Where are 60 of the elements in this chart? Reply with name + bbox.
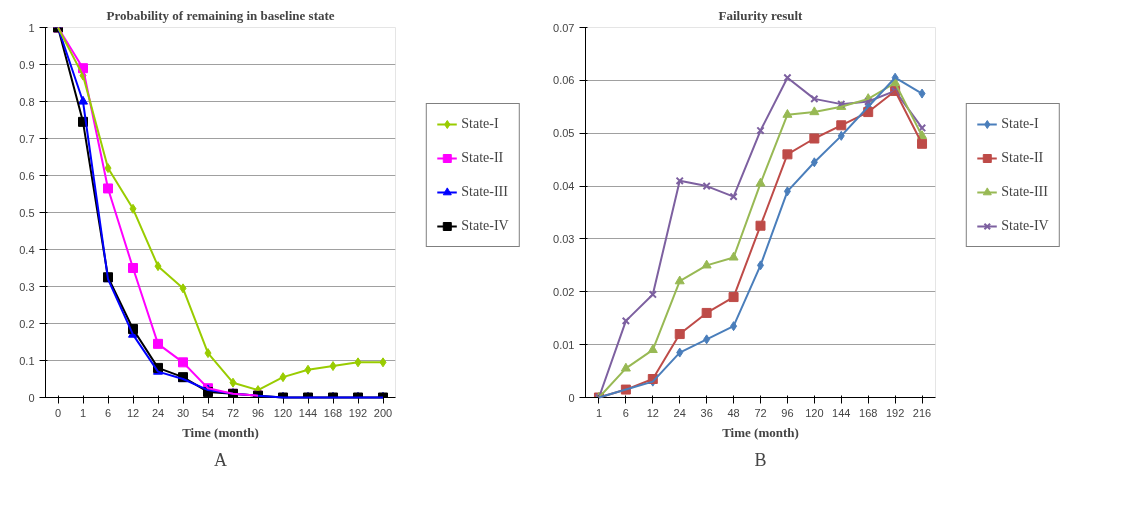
y-tick-label: 0.07 bbox=[553, 21, 575, 34]
x-tick-label: 30 bbox=[176, 406, 190, 419]
y-tick-label: 0.6 bbox=[19, 169, 35, 182]
legend-label: State-III bbox=[461, 184, 508, 200]
x-tick-label: 216 bbox=[912, 406, 932, 419]
y-tick-label: 0.01 bbox=[553, 338, 575, 351]
x-tick-label: 72 bbox=[754, 406, 767, 419]
x-tick-label: 144 bbox=[298, 406, 318, 419]
y-tick-label: 0.2 bbox=[19, 317, 35, 330]
x-tick-label: 200 bbox=[373, 406, 393, 419]
x-tick-label: 6 bbox=[104, 406, 112, 419]
y-tick-label: 0.06 bbox=[553, 74, 575, 87]
text: A bbox=[214, 449, 227, 470]
x-tick-label: 96 bbox=[251, 406, 265, 419]
legend-label: State-II bbox=[461, 150, 504, 166]
legend-label: State-II bbox=[1001, 150, 1044, 166]
x-tick-label: 144 bbox=[832, 406, 851, 419]
y-tick-label: 0.5 bbox=[19, 206, 35, 219]
x-tick-label: 48 bbox=[727, 406, 740, 419]
y-tick-label: 0 bbox=[568, 391, 575, 404]
legend-label: State-III bbox=[1001, 184, 1048, 200]
x-tick-label: 12 bbox=[646, 406, 659, 419]
x-axis-title: Time (month) bbox=[722, 424, 799, 440]
y-tick-label: 0.4 bbox=[19, 243, 35, 256]
chart-title: Failurity result bbox=[718, 7, 804, 23]
x-tick-label: 24 bbox=[673, 406, 686, 419]
legend-label: State-I bbox=[1001, 116, 1039, 132]
legend-label: State-I bbox=[461, 116, 499, 132]
y-tick-label: 1 bbox=[28, 21, 35, 34]
x-tick-label: 1 bbox=[595, 406, 603, 419]
y-tick-label: 0 bbox=[28, 391, 35, 404]
y-tick-label: 0.04 bbox=[553, 180, 575, 193]
x-tick-label: 24 bbox=[151, 406, 165, 419]
y-tick-label: 0.9 bbox=[19, 58, 35, 71]
x-tick-label: 192 bbox=[348, 406, 368, 419]
y-tick-label: 0.05 bbox=[553, 127, 575, 140]
x-tick-label: 96 bbox=[781, 406, 794, 419]
x-tick-label: 12 bbox=[126, 406, 140, 419]
text: B bbox=[754, 449, 767, 470]
y-tick-label: 0.8 bbox=[19, 95, 35, 108]
chart-title: Probability of remaining in baseline state bbox=[106, 7, 335, 23]
x-tick-label: 1 bbox=[79, 406, 87, 419]
legend-label: State-IV bbox=[461, 218, 509, 234]
y-tick-label: 0.3 bbox=[19, 280, 35, 293]
x-tick-label: 0 bbox=[54, 406, 62, 419]
x-tick-label: 6 bbox=[622, 406, 629, 419]
x-tick-label: 120 bbox=[805, 406, 824, 419]
y-tick-label: 0.7 bbox=[19, 132, 35, 145]
y-tick-label: 0.1 bbox=[19, 354, 35, 367]
x-tick-label: 72 bbox=[226, 406, 240, 419]
x-tick-label: 54 bbox=[201, 406, 215, 419]
legend-label: State-IV bbox=[1001, 218, 1049, 234]
x-tick-label: 192 bbox=[885, 406, 905, 419]
x-tick-label: 36 bbox=[700, 406, 713, 419]
y-tick-label: 0.03 bbox=[553, 232, 575, 245]
x-axis-title: Time (month) bbox=[182, 424, 259, 440]
x-tick-label: 168 bbox=[323, 406, 343, 419]
x-tick-label: 168 bbox=[859, 406, 878, 419]
y-tick-label: 0.02 bbox=[553, 285, 575, 298]
x-tick-label: 120 bbox=[273, 406, 293, 419]
